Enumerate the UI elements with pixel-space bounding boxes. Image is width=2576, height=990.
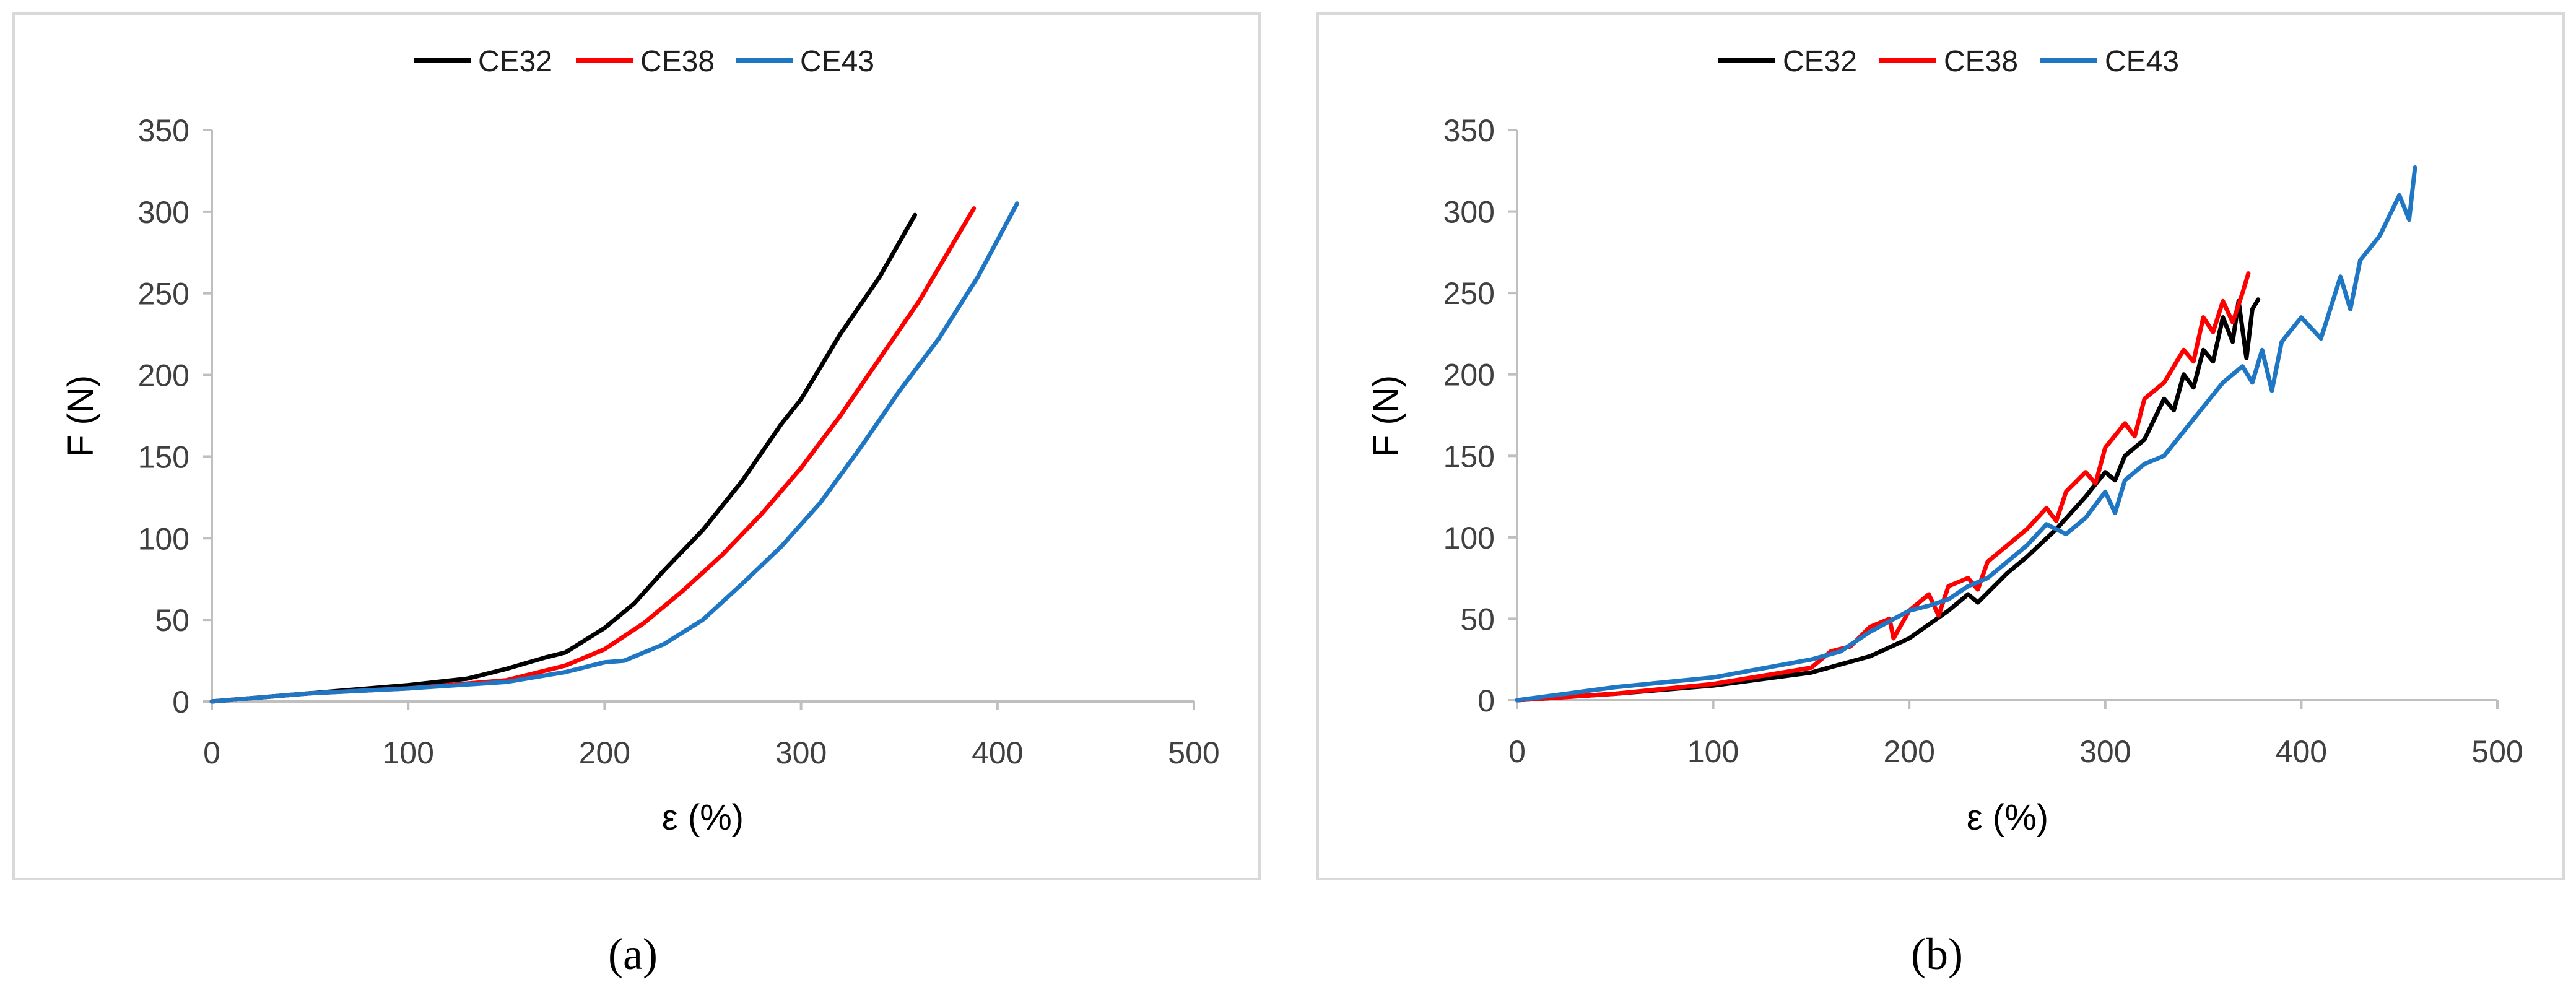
- y-tick-label: 50: [155, 603, 189, 638]
- x-tick-labels: 0 100 200 300 400 500: [203, 736, 1220, 770]
- y-tick-label: 150: [138, 440, 189, 474]
- chart-frame: [12, 12, 1261, 880]
- x-tick-label: 300: [775, 736, 827, 770]
- series-lines: [209, 201, 1019, 704]
- legend-label: CE43: [2105, 45, 2179, 78]
- y-tick-label: 150: [1443, 439, 1495, 474]
- series-line-ce32: [209, 212, 918, 704]
- series-line-ce43: [209, 201, 1019, 704]
- x-tick-label: 100: [1687, 734, 1739, 769]
- x-tick-label: 500: [1168, 736, 1219, 770]
- x-axis-title: ε (%): [662, 797, 744, 838]
- y-tick-labels: 0 50 100 150 200 250 300 350: [138, 113, 189, 719]
- x-tick-label: 300: [2079, 734, 2131, 769]
- legend-entry: CE32: [414, 45, 552, 78]
- legend-label: CE43: [800, 45, 874, 78]
- chart-frame: [1316, 12, 2565, 880]
- legend-entry: CE32: [1718, 45, 1857, 78]
- y-tick-label: 0: [172, 685, 189, 719]
- y-tick-label: 300: [138, 195, 189, 230]
- y-tick-label: 300: [1443, 195, 1495, 230]
- y-tick-label: 350: [138, 113, 189, 148]
- axes: [211, 130, 1194, 703]
- series-line-ce32: [1515, 297, 2261, 703]
- y-axis-title: F (N): [61, 375, 101, 457]
- chart-panel-b: 0 100 200 300 400 500 0 50 100 150 200 250 300 350 ε…: [1316, 12, 2565, 979]
- y-tick-label: 250: [138, 277, 189, 311]
- x-tick-label: 400: [2276, 734, 2327, 769]
- legend: CE32 CE38 CE43: [1718, 45, 2179, 78]
- panel-caption: (b): [1911, 929, 1963, 979]
- y-tick-label: 0: [1477, 684, 1495, 718]
- y-tick-labels: 0 50 100 150 200 250 300 350: [1443, 113, 1495, 718]
- y-tick-label: 100: [138, 521, 189, 556]
- x-tick-label: 400: [972, 736, 1023, 770]
- y-tick-label: 100: [1443, 521, 1495, 555]
- chart-panel-a: 0 100 200 300 400 500 0 50 100 150 200 250 300 350 ε…: [12, 12, 1261, 979]
- legend-entry: CE43: [736, 45, 874, 78]
- y-tick-label: 200: [1443, 358, 1495, 393]
- plot-area: [1508, 129, 2499, 709]
- series-lines: [1515, 165, 2417, 703]
- x-tick-label: 200: [579, 736, 630, 770]
- x-tick-label: 100: [382, 736, 433, 770]
- y-tick-label: 350: [1443, 113, 1495, 148]
- legend-label: CE38: [640, 45, 715, 78]
- x-tick-label: 200: [1883, 734, 1934, 769]
- legend-label: CE32: [1783, 45, 1857, 78]
- plot-area: [203, 129, 1195, 710]
- legend: CE32 CE38 CE43: [414, 45, 874, 78]
- y-axis-title: F (N): [1366, 375, 1406, 457]
- legend-label: CE38: [1944, 45, 2018, 78]
- series-line-ce43: [1515, 165, 2417, 703]
- axes: [1516, 130, 2497, 701]
- legend-entry: CE38: [1879, 45, 2018, 78]
- x-tick-labels: 0 100 200 300 400 500: [1508, 734, 2523, 769]
- y-tick-label: 250: [1443, 276, 1495, 311]
- legend-label: CE32: [478, 45, 552, 78]
- x-tick-label: 0: [1508, 734, 1526, 769]
- x-axis-title: ε (%): [1967, 797, 2048, 838]
- x-tick-label: 0: [203, 736, 220, 770]
- series-line-ce38: [1515, 271, 2251, 703]
- x-tick-label: 500: [2471, 734, 2523, 769]
- y-tick-label: 50: [1460, 602, 1495, 636]
- y-tick-label: 200: [138, 358, 189, 393]
- legend-entry: CE43: [2040, 45, 2179, 78]
- legend-entry: CE38: [576, 45, 715, 78]
- panel-caption: (a): [608, 929, 658, 979]
